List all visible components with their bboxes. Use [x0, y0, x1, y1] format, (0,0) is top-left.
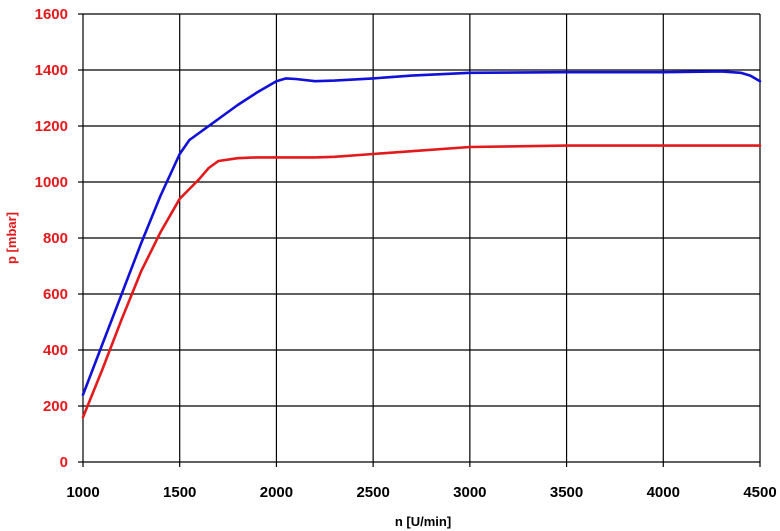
y-tick-label: 200 [43, 398, 68, 415]
y-tick-label: 0 [60, 454, 68, 471]
x-axis-ticks: 1000 1500 2000 2500 3000 3500 4000 4500 [66, 484, 776, 501]
grid-lines [78, 13, 761, 467]
x-tick-label: 3500 [550, 484, 583, 501]
y-tick-label: 1600 [35, 6, 68, 23]
y-tick-label: 800 [43, 230, 68, 247]
y-axis-label: p [mbar] [4, 212, 19, 264]
x-tick-label: 1500 [163, 484, 196, 501]
series-line-2 [81, 144, 762, 419]
y-tick-label: 1400 [35, 62, 68, 79]
x-tick-label: 4500 [743, 484, 776, 501]
y-tick-label: 1200 [35, 118, 68, 135]
y-axis-ticks: 0 200 400 600 800 1000 1200 1400 1600 [35, 6, 68, 471]
y-tick-label: 600 [43, 286, 68, 303]
y-tick-label: 1000 [35, 174, 68, 191]
series-line-1 [81, 70, 762, 397]
x-tick-label: 3000 [453, 484, 486, 501]
x-tick-label: 2000 [260, 484, 293, 501]
y-tick-label: 400 [43, 342, 68, 359]
x-tick-label: 2500 [356, 484, 389, 501]
series-layer [81, 70, 762, 419]
x-tick-label: 4000 [647, 484, 680, 501]
x-tick-label: 1000 [66, 484, 99, 501]
x-axis-label: n [U/min] [395, 514, 451, 529]
